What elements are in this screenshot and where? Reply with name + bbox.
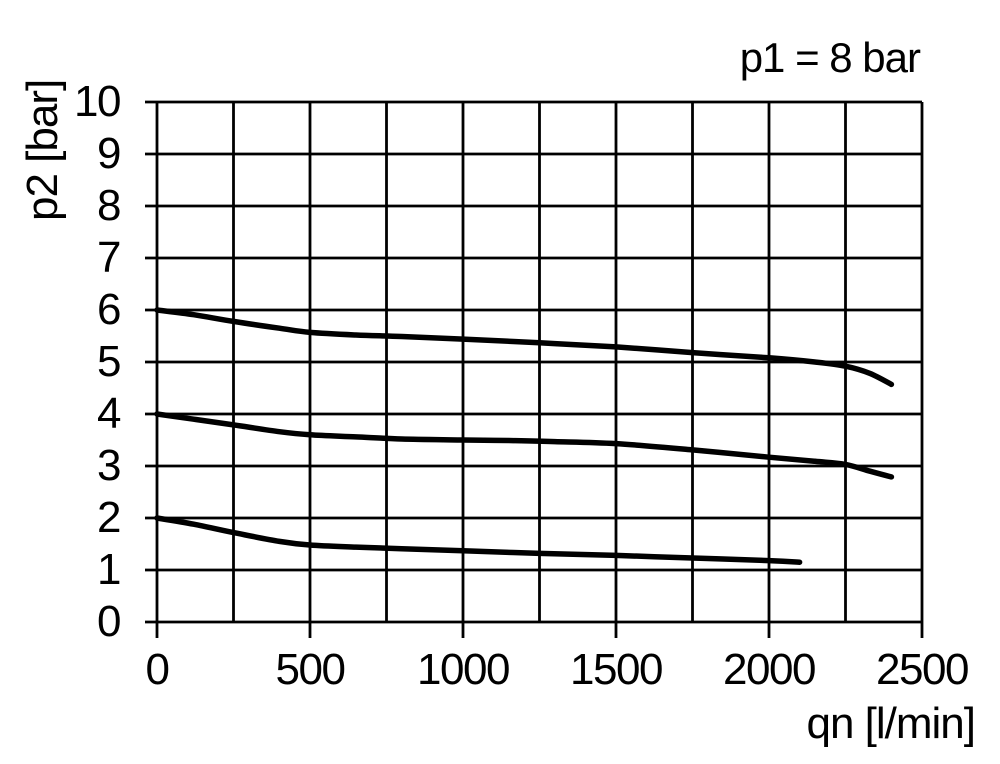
- y-tick-label: 4: [97, 389, 121, 438]
- y-tick-label: 5: [97, 337, 121, 386]
- x-tick-label: 500: [275, 645, 346, 694]
- y-tick-label: 6: [97, 285, 121, 334]
- upper-curve: [154, 307, 895, 388]
- y-tick-label: 0: [97, 597, 121, 646]
- chart-title: p1 = 8 bar: [739, 34, 921, 81]
- lower-curve: [154, 515, 803, 565]
- x-tick-label: 2500: [876, 645, 969, 694]
- x-tick-label: 1500: [570, 645, 663, 694]
- x-tick-label: 1000: [417, 645, 510, 694]
- y-tick-label: 7: [97, 233, 121, 282]
- middle-curve: [154, 411, 895, 480]
- y-tick-label: 10: [74, 77, 121, 126]
- x-tick-label: 0: [145, 645, 170, 694]
- y-tick-label: 3: [97, 441, 121, 490]
- x-tick-label: 2000: [723, 645, 816, 694]
- y-tick-label: 9: [97, 129, 121, 178]
- x-axis-label: qn [l/min]: [806, 699, 976, 748]
- y-tick-label: 1: [97, 545, 121, 594]
- y-tick-label: 8: [97, 181, 121, 230]
- y-tick-label: 2: [97, 493, 121, 542]
